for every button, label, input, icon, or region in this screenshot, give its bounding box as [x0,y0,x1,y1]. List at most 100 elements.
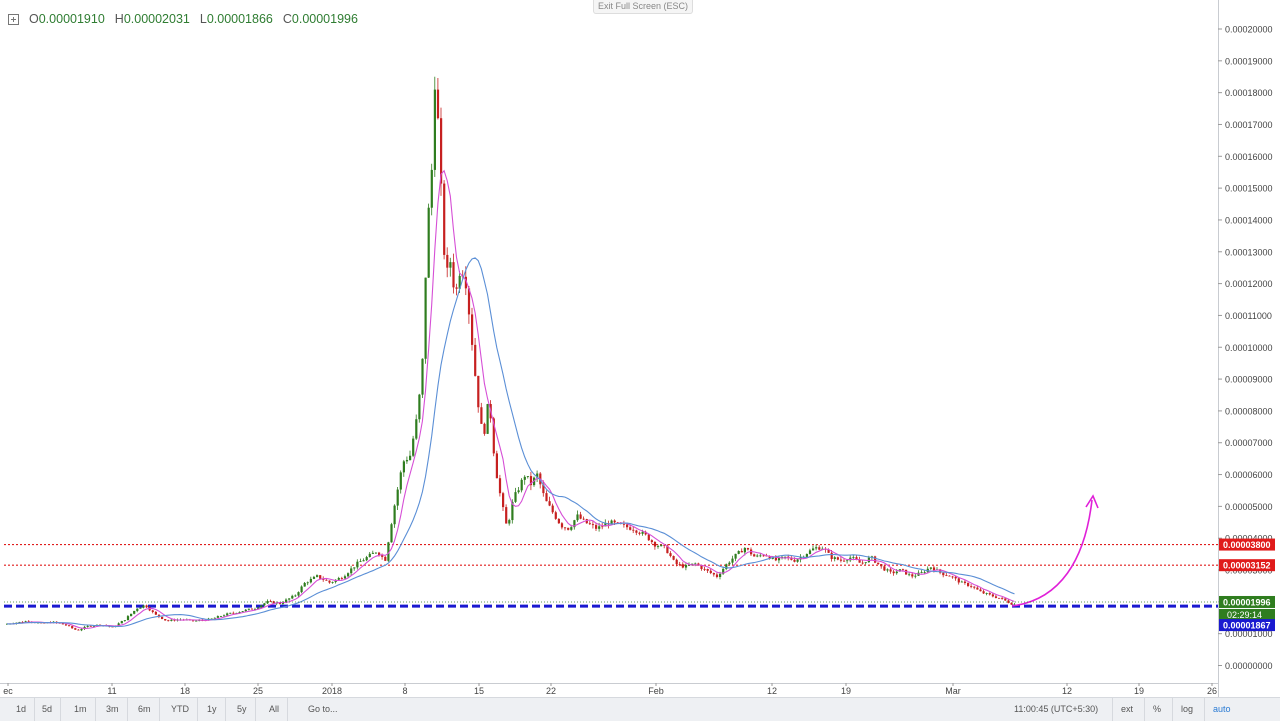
candle-body [117,623,120,627]
candle-body [260,605,263,608]
candle-body [734,553,737,559]
candle-body [970,585,973,587]
candle-body [774,557,777,561]
timeframe-button-ytd[interactable]: YTD [163,698,198,721]
candle-body [529,476,533,486]
candle-body [353,567,356,569]
timeframe-button-1y[interactable]: 1y [199,698,226,721]
candle-body [257,607,260,609]
candle-body [595,525,598,529]
timeframe-button-5y[interactable]: 5y [229,698,256,721]
candle-body [945,575,948,576]
candle-body [666,545,669,554]
candle-body [901,569,905,571]
candle-body [737,550,740,554]
candle-body [644,531,647,535]
candle-body [71,626,74,629]
candle-body [356,561,359,568]
candle-body [492,418,495,454]
candle-body [548,501,551,506]
timeframe-button-all[interactable]: All [261,698,289,721]
candle-body [433,89,436,170]
candle-body [440,118,443,184]
candle-body [588,523,591,525]
candle-body [458,275,461,289]
candle-body [250,608,254,610]
candle-body [486,404,489,434]
candle-body [688,564,691,566]
timeframe-button-1d[interactable]: 1d [8,698,36,721]
candle-body [285,599,288,603]
candles [6,76,1016,632]
timeframe-button-6m[interactable]: 6m [130,698,160,721]
candle-body [923,572,926,573]
candle-body [328,580,331,583]
candle-body [514,492,517,502]
y-tick-label: 0.00011000 [1225,311,1272,321]
candle-body [892,571,895,574]
percent-button[interactable]: % [1144,698,1169,721]
log-button[interactable]: log [1172,698,1201,721]
x-tick-label: 11 [107,686,116,696]
timeframe-button-3m[interactable]: 3m [98,698,128,721]
candle-body [288,598,291,600]
candle-body [452,262,455,288]
candle-body [123,620,126,622]
candle-body [629,527,632,530]
candle-body [526,476,529,477]
high-value: H0.00002031 [114,12,190,26]
countdown-bg [1219,608,1275,620]
candle-body [483,423,486,434]
candle-body [883,566,886,571]
goto-button[interactable]: Go to... [308,704,338,714]
candle-body [669,553,672,557]
candle-body [914,575,917,577]
close-value: C0.00001996 [282,12,358,26]
candle-body [681,564,684,568]
clock-readout[interactable]: 11:00:45 (UTC+5:30) [1014,704,1099,714]
candle-body [371,552,374,554]
candle-body [839,559,843,561]
price-chart[interactable]: 0.000000000.000010000.000020000.00003000… [0,0,1280,697]
candle-body [390,524,393,543]
y-tick-label: 0.00007000 [1225,438,1273,448]
x-tick-label: 8 [402,686,407,696]
candle-body [740,550,743,553]
candle-body [675,559,678,565]
candle-body [167,620,170,622]
support-label-bg [1219,619,1275,632]
candle-body [86,625,89,627]
candle-body [684,565,688,568]
candle-body [170,619,173,621]
auto-button[interactable]: auto [1204,698,1239,721]
candle-body [1004,598,1007,601]
ext-button[interactable]: ext [1112,698,1141,721]
candle-body [601,526,604,528]
x-tick-label: Feb [648,686,664,696]
candle-body [477,375,480,408]
candle-body [960,581,963,583]
candle-body [678,564,681,565]
level-label-lower: 0.00003152 [1223,561,1271,571]
candle-body [864,562,867,564]
candle-body [715,574,719,577]
candle-body [536,473,539,478]
candle-body [136,608,139,611]
candle-body [164,618,167,621]
candle-body [24,621,27,623]
candle-body [1001,598,1004,599]
candle-body [672,556,675,560]
candle-body [247,608,250,610]
candle-body [402,461,405,473]
candle-body [1007,600,1010,603]
candle-body [474,344,477,376]
timeframe-button-5d[interactable]: 5d [34,698,62,721]
candle-body [64,624,68,626]
candle-body [21,621,24,623]
expand-icon[interactable] [8,13,19,25]
candle-body [322,578,325,580]
timeframe-button-1m[interactable]: 1m [66,698,96,721]
candle-body [790,557,793,560]
exit-fullscreen-button[interactable]: Exit Full Screen (ESC) [593,0,694,14]
candle-body [331,582,334,583]
